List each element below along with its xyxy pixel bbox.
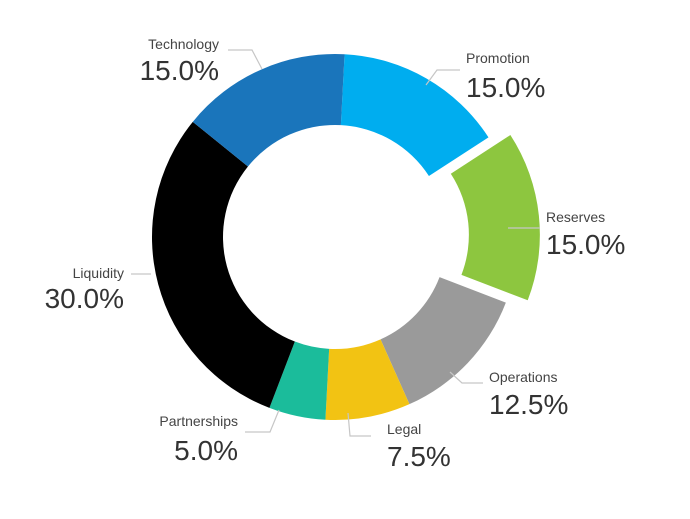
value-label-partnerships: 5.0% xyxy=(174,435,238,466)
slice-legal xyxy=(325,339,410,421)
leader-line-partnerships xyxy=(245,409,280,433)
slice-technology xyxy=(192,53,345,167)
slice-liquidity xyxy=(151,121,295,408)
leader-line-technology xyxy=(228,49,263,70)
category-label-promotion: Promotion xyxy=(466,50,530,66)
labels-group: Promotion 15.0% Reserves 15.0% Operations 12.… xyxy=(45,36,626,472)
value-label-legal: 7.5% xyxy=(387,441,451,472)
value-label-liquidity: 30.0% xyxy=(45,283,124,314)
leader-line-operations xyxy=(449,371,483,384)
value-label-operations: 12.5% xyxy=(489,389,568,420)
slice-operations xyxy=(380,277,506,405)
slice-partnerships xyxy=(269,341,330,420)
slices-group xyxy=(151,53,540,421)
leader-line-promotion xyxy=(425,69,460,86)
value-label-reserves: 15.0% xyxy=(546,229,625,260)
value-label-technology: 15.0% xyxy=(140,55,219,86)
category-label-partnerships: Partnerships xyxy=(159,413,238,429)
leader-line-legal xyxy=(347,412,371,437)
value-label-promotion: 15.0% xyxy=(466,72,545,103)
slice-reserves xyxy=(450,135,540,301)
category-label-reserves: Reserves xyxy=(546,209,605,225)
slice-promotion xyxy=(340,54,489,176)
category-label-technology: Technology xyxy=(148,36,219,52)
leader-lines-group xyxy=(131,49,540,437)
category-label-legal: Legal xyxy=(387,421,421,437)
category-label-operations: Operations xyxy=(489,369,557,385)
category-label-liquidity: Liquidity xyxy=(73,265,124,281)
